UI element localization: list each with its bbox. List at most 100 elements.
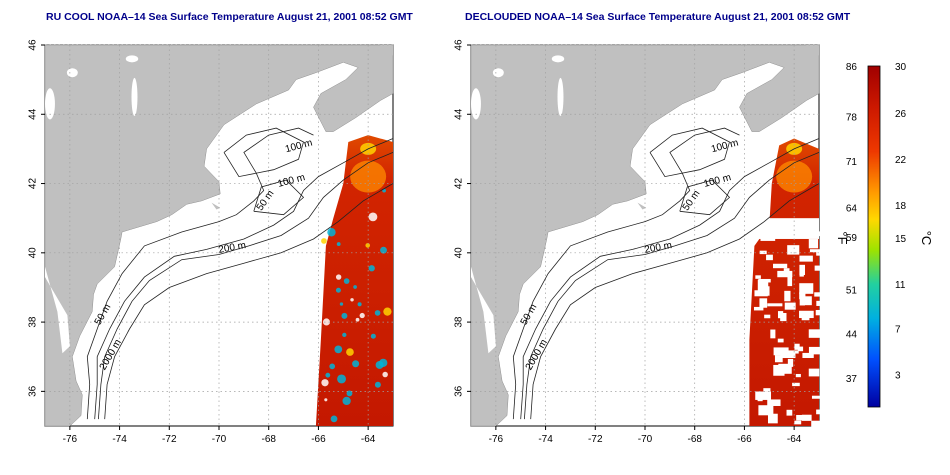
cloud-mask-patch [763, 388, 771, 392]
cloud-mask-patch [816, 251, 825, 256]
cloud-mask-patch [777, 338, 784, 343]
sst-field [315, 135, 393, 426]
cloud-speckle [374, 381, 381, 388]
cloud-mask-patch [784, 302, 796, 310]
fahrenheit-tick-label: 44 [846, 330, 858, 341]
cloud-speckle [336, 242, 341, 246]
fahrenheit-tick-label: 71 [846, 157, 858, 168]
lat-tick-label: 42 [454, 178, 465, 190]
cloud-mask-patch [799, 292, 806, 300]
coastline-land [44, 44, 394, 427]
cloud-mask-patch [809, 249, 823, 253]
cloud-mask-patch [758, 405, 774, 416]
depth-contour [104, 183, 394, 420]
cloud-mask-patch [767, 399, 781, 406]
lon-tick-label: -68 [687, 434, 702, 445]
lon-tick-label: -68 [261, 434, 276, 445]
cloud-speckle [365, 243, 371, 248]
cloud-mask-patch [816, 409, 827, 415]
cloud-mask-patch [815, 309, 825, 316]
axis-ticks: -76 -74 -72 -70 -68 -66 -64 36 38 40 42 44 46 [28, 39, 376, 445]
cloud-speckle [341, 312, 348, 319]
cloud-speckle [374, 310, 381, 316]
cloud-speckle [375, 360, 384, 369]
depth-contour [86, 127, 314, 420]
lon-tick-label: -76 [63, 434, 78, 445]
colorbar: 86 78 71 64 59 51 44 37 30 26 22 18 15 11 7 3 °F °C [835, 62, 934, 408]
cloud-speckle [342, 332, 347, 338]
depth-contour [520, 138, 820, 420]
cloud-speckle [342, 396, 351, 406]
cloud-speckle [346, 348, 354, 356]
cloud-speckle [321, 238, 327, 244]
cloud-speckle [359, 312, 365, 319]
celsius-label: °C [919, 231, 934, 246]
lon-tick-label: -72 [162, 434, 177, 445]
cloud-mask-patch [797, 346, 804, 352]
fahrenheit-tick-label: 64 [846, 204, 858, 215]
cloud-speckle [382, 371, 388, 378]
cloud-mask-patch [814, 292, 826, 297]
cloud-speckle [322, 318, 331, 326]
cloud-mask-patch [804, 296, 812, 306]
cloud-mask-patch [787, 276, 793, 287]
cloud-mask-patch [794, 420, 802, 425]
cloud-mask-patch [783, 268, 790, 277]
lat-tick-label: 38 [454, 316, 465, 328]
cloud-speckle [380, 246, 387, 254]
cloud-mask-patch [801, 414, 812, 421]
fahrenheit-tick-label: 51 [846, 285, 858, 296]
cloud-mask-patch [801, 316, 810, 321]
cloud-mask-patch [787, 358, 794, 367]
cloud-mask-patch [808, 239, 819, 249]
celsius-tick-label: 22 [895, 155, 907, 166]
cloud-mask-patch [767, 413, 778, 424]
island [637, 202, 647, 210]
cloud-mask-patch [774, 355, 783, 363]
lon-tick-label: -70 [212, 434, 227, 445]
depth-contour [524, 152, 820, 420]
cloud-speckle [368, 212, 378, 222]
cloud-speckle [324, 398, 328, 402]
chesapeake-bay [471, 266, 496, 354]
cloud-mask-patch [811, 420, 824, 428]
cloud-speckle [325, 372, 331, 378]
cloud-mask-patch [799, 283, 814, 294]
lon-tick-label: -76 [489, 434, 504, 445]
lon-tick-label: -70 [638, 434, 653, 445]
depth-contour [649, 127, 730, 178]
cloud-speckle [343, 278, 350, 284]
inland-lake [125, 55, 139, 63]
fahrenheit-tick-label: 78 [846, 112, 858, 123]
fahrenheit-tick-label: 59 [846, 233, 858, 244]
celsius-tick-label: 18 [895, 201, 907, 212]
lat-tick-label: 40 [28, 247, 39, 259]
cloud-mask-patch [755, 391, 772, 400]
lat-tick-label: 40 [454, 247, 465, 259]
celsius-tick-label: 15 [895, 234, 907, 245]
celsius-tick-label: 11 [895, 280, 906, 291]
cloud-mask-patch [799, 269, 804, 277]
inland-lake [557, 77, 564, 117]
cloud-speckle [330, 415, 338, 423]
lat-tick-label: 38 [28, 316, 39, 328]
cloud-mask-patch [770, 329, 776, 339]
cloud-mask-patch [811, 395, 825, 399]
chesapeake-bay [45, 266, 70, 354]
cloud-speckle [368, 265, 375, 272]
sst-swath [315, 135, 393, 426]
cloud-speckle [357, 302, 362, 307]
cloud-mask-patch [749, 218, 819, 239]
depth-contour [98, 152, 394, 420]
cloud-speckle [383, 307, 392, 316]
coastline-land [470, 44, 820, 427]
fahrenheit-tick-label: 86 [846, 62, 858, 73]
celsius-tick-label: 7 [895, 325, 901, 336]
celsius-tick-label: 3 [895, 371, 901, 382]
inland-lake [471, 88, 481, 120]
cloud-speckle [327, 228, 336, 237]
lon-tick-label: -64 [787, 434, 802, 445]
